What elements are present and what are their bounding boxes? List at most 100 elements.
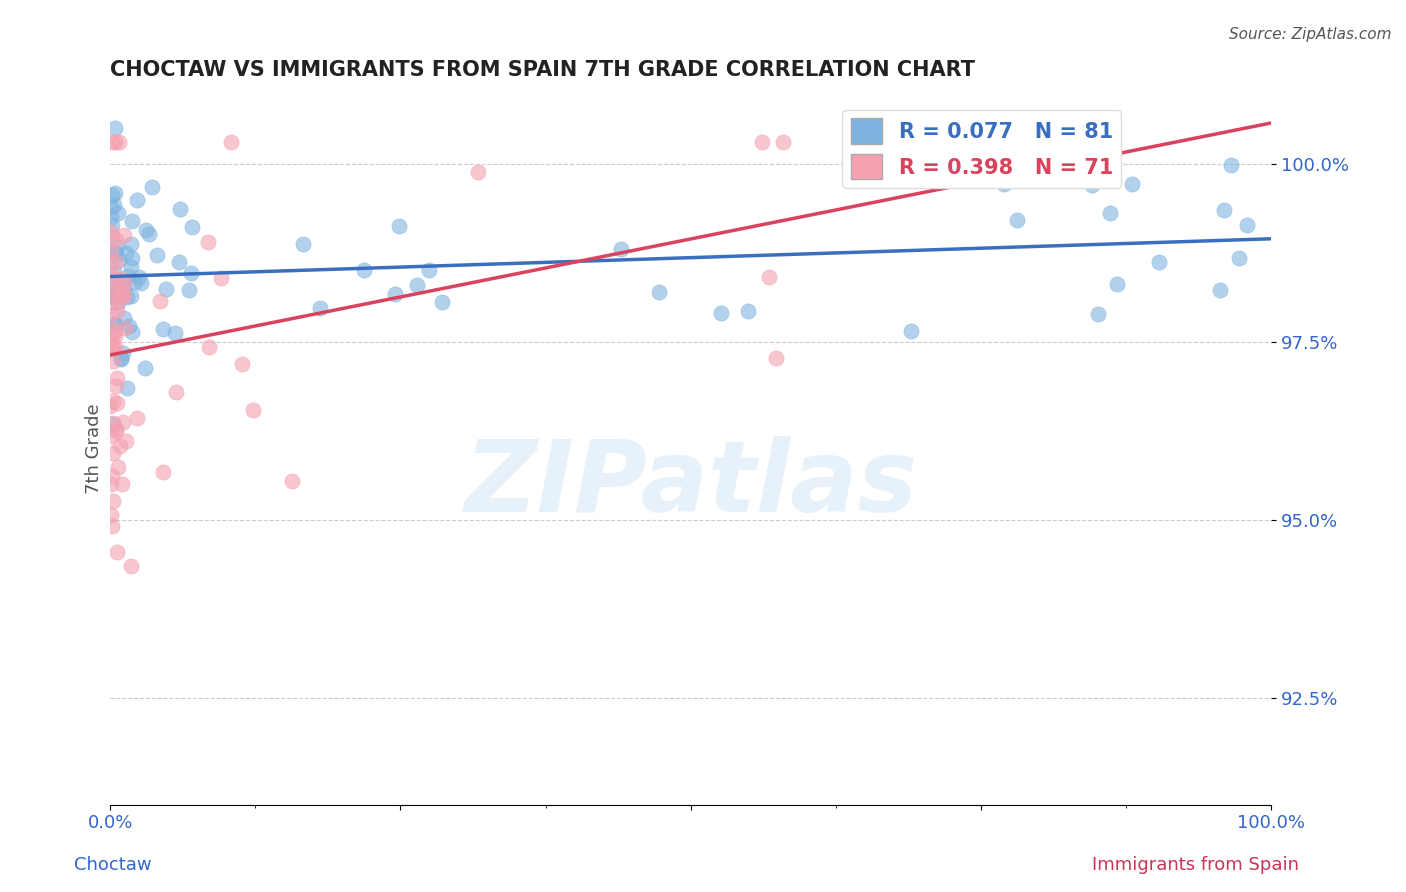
Y-axis label: 7th Grade: 7th Grade xyxy=(86,403,103,494)
Point xyxy=(103,417,125,431)
Point xyxy=(107,396,129,410)
Point xyxy=(1107,277,1129,291)
Point xyxy=(107,206,129,220)
Point xyxy=(467,164,489,178)
Point xyxy=(108,253,131,268)
Point xyxy=(231,357,253,371)
Point xyxy=(141,180,163,194)
Point xyxy=(117,268,139,283)
Point xyxy=(111,289,134,303)
Point xyxy=(169,202,191,217)
Point xyxy=(418,263,440,277)
Point xyxy=(105,240,128,254)
Point xyxy=(242,403,264,417)
Point xyxy=(112,415,135,429)
Point xyxy=(104,277,127,292)
Point xyxy=(107,460,129,475)
Point xyxy=(101,354,124,368)
Point xyxy=(291,236,314,251)
Point xyxy=(1227,251,1250,265)
Point xyxy=(101,286,124,301)
Point xyxy=(128,269,150,284)
Point xyxy=(100,342,122,356)
Point xyxy=(101,416,124,430)
Point xyxy=(101,135,124,149)
Point xyxy=(112,289,135,303)
Point xyxy=(104,246,127,260)
Point xyxy=(104,379,127,393)
Point xyxy=(111,477,134,491)
Point xyxy=(112,282,135,296)
Text: CHOCTAW VS IMMIGRANTS FROM SPAIN 7TH GRADE CORRELATION CHART: CHOCTAW VS IMMIGRANTS FROM SPAIN 7TH GRA… xyxy=(110,60,976,79)
Point xyxy=(100,288,122,302)
Point xyxy=(1005,213,1028,227)
Point xyxy=(101,394,124,409)
Point xyxy=(121,325,143,339)
Point xyxy=(101,327,124,342)
Point xyxy=(107,290,129,304)
Point xyxy=(737,304,759,318)
Point xyxy=(120,236,142,251)
Point xyxy=(384,287,406,301)
Point xyxy=(103,317,125,331)
Point xyxy=(432,295,454,310)
Point xyxy=(115,245,138,260)
Point xyxy=(138,227,160,241)
Point xyxy=(100,429,122,443)
Legend: R = 0.077   N = 81, R = 0.398   N = 71: R = 0.077 N = 81, R = 0.398 N = 71 xyxy=(842,110,1122,187)
Point xyxy=(177,283,200,297)
Point xyxy=(219,135,242,149)
Point xyxy=(135,223,157,237)
Point xyxy=(117,319,139,334)
Point xyxy=(1080,178,1102,192)
Point xyxy=(105,424,128,438)
Point xyxy=(197,235,219,250)
Point xyxy=(180,266,202,280)
Point xyxy=(405,277,427,292)
Point xyxy=(100,518,122,533)
Point xyxy=(104,340,127,354)
Point xyxy=(149,293,172,308)
Point xyxy=(1087,307,1109,321)
Point xyxy=(114,321,136,335)
Point xyxy=(648,285,671,300)
Point xyxy=(120,559,142,574)
Point xyxy=(107,280,129,294)
Point xyxy=(710,305,733,319)
Point xyxy=(100,200,122,214)
Point xyxy=(103,264,125,278)
Point xyxy=(353,263,375,277)
Text: ZIPatlas: ZIPatlas xyxy=(464,435,917,533)
Point xyxy=(98,266,121,280)
Point xyxy=(101,230,124,244)
Point xyxy=(101,187,124,202)
Point xyxy=(104,323,127,337)
Point xyxy=(1209,283,1232,297)
Point xyxy=(765,351,787,366)
Point xyxy=(100,477,122,491)
Point xyxy=(98,399,121,413)
Point xyxy=(104,120,127,135)
Point xyxy=(101,446,124,460)
Point xyxy=(209,271,232,285)
Point xyxy=(112,275,135,289)
Point xyxy=(751,135,773,149)
Point xyxy=(281,474,304,488)
Point xyxy=(104,135,127,149)
Point xyxy=(121,214,143,228)
Point xyxy=(100,211,122,225)
Point xyxy=(1220,158,1243,172)
Point xyxy=(103,248,125,262)
Point xyxy=(1212,202,1234,217)
Point xyxy=(100,225,122,239)
Point xyxy=(101,339,124,353)
Text: Source: ZipAtlas.com: Source: ZipAtlas.com xyxy=(1229,27,1392,42)
Point xyxy=(198,340,221,354)
Point xyxy=(900,324,922,338)
Point xyxy=(104,318,127,332)
Point xyxy=(100,508,122,523)
Point xyxy=(124,275,146,289)
Point xyxy=(309,301,332,316)
Point xyxy=(105,304,128,318)
Point xyxy=(101,278,124,293)
